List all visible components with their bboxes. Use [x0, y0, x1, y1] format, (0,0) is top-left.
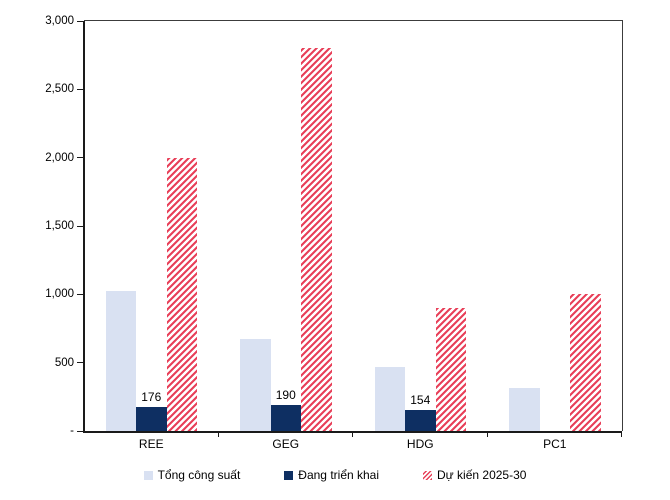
legend-label: Tổng công suất — [157, 468, 241, 482]
y-tick-label: 2,000 — [45, 151, 74, 164]
y-tick-mark — [76, 20, 83, 22]
bar-ree-series2[interactable] — [136, 406, 167, 431]
x-axis-line — [82, 430, 622, 433]
y-tick-label: 2,500 — [45, 83, 74, 96]
x-category-label-hdg: HDG — [406, 437, 434, 451]
legend-marker-icon — [143, 470, 153, 480]
x-category-label-ree: REE — [138, 437, 164, 451]
y-axis-line — [82, 21, 85, 433]
bar-geg-series2[interactable] — [270, 405, 301, 431]
y-tick-mark — [76, 293, 83, 295]
bar-data-label: 176 — [141, 389, 162, 404]
bar-ree-series3[interactable] — [166, 157, 197, 431]
bar-pc1-series3[interactable] — [570, 294, 601, 431]
legend-item-series1[interactable]: Tổng công suất — [143, 468, 241, 482]
plot-area: 176 190 154 — [84, 21, 622, 431]
y-tick-label: 500 — [54, 356, 74, 369]
bar-data-label: 154 — [410, 392, 431, 407]
bar-hdg-series2[interactable] — [405, 409, 436, 431]
x-tick-mark — [486, 432, 488, 437]
bar-geg-series3[interactable] — [301, 48, 332, 431]
frame-right-line — [621, 20, 623, 431]
bar-geg-series1[interactable] — [240, 339, 271, 431]
legend-marker-icon — [423, 470, 433, 480]
legend-label: Dự kiến 2025-30 — [437, 468, 527, 482]
x-tick-mark — [217, 432, 219, 437]
y-tick-label: - — [70, 425, 74, 437]
y-tick-label: 1,500 — [45, 220, 74, 232]
bar-data-label: 190 — [275, 388, 296, 403]
bar-hdg-series1[interactable] — [374, 366, 405, 431]
y-tick-label: 1,000 — [45, 288, 74, 301]
bar-pc1-series1[interactable] — [509, 387, 540, 431]
legend-item-series3[interactable]: Dự kiến 2025-30 — [423, 468, 526, 482]
bar-hdg-series3[interactable] — [435, 308, 466, 431]
y-tick-mark — [76, 430, 83, 432]
x-tick-mark — [352, 432, 353, 437]
legend-item-series2[interactable]: Đang triển khai — [284, 468, 379, 482]
legend-marker-icon — [284, 470, 294, 480]
y-tick-label: 3,000 — [45, 15, 74, 27]
y-tick-mark — [76, 157, 83, 159]
y-tick-mark — [76, 362, 83, 364]
frame-top-line — [84, 20, 623, 21]
x-category-label-geg: GEG — [272, 437, 300, 451]
y-tick-mark — [76, 225, 83, 227]
x-tick-mark — [621, 432, 622, 437]
legend-label: Đang triển khai — [298, 468, 380, 482]
x-category-label-pc1: PC1 — [543, 437, 567, 451]
y-tick-mark — [76, 88, 83, 90]
bar-ree-series1[interactable] — [105, 290, 136, 431]
legend: Tổng công suất Đang triển khai Dự kiến 202… — [0, 464, 670, 486]
